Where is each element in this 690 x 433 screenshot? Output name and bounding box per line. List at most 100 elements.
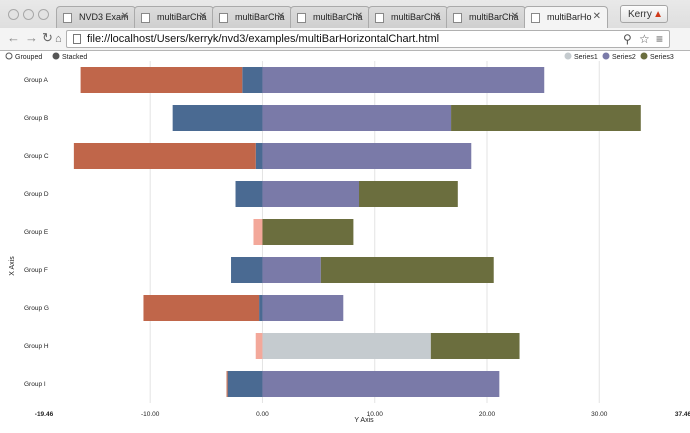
- bar-series3[interactable]: [80, 67, 243, 93]
- tab-4[interactable]: multiBarCha ✕: [290, 6, 370, 28]
- forward-icon[interactable]: →: [25, 30, 38, 45]
- close-icon[interactable]: ✕: [276, 11, 285, 22]
- tab-5[interactable]: multiBarCha ✕: [368, 6, 448, 28]
- stacked-toggle[interactable]: Stacked: [52, 52, 87, 61]
- bar-series1[interactable]: [259, 295, 263, 321]
- address-bar[interactable]: file://localhost/Users/kerryk/nvd3/examp…: [66, 30, 670, 48]
- tab-3[interactable]: multiBarCha ✕: [212, 6, 292, 28]
- value-tick-label: -10.00: [141, 411, 160, 418]
- bar-series1[interactable]: [227, 371, 263, 397]
- legend-label[interactable]: Series2: [612, 54, 636, 61]
- bar-series3[interactable]: [73, 143, 256, 169]
- page-content: Grouped Stacked Series1 Series2 Series3: [0, 51, 690, 428]
- bar-series3[interactable]: [320, 257, 494, 283]
- value-tick-label: 30.00: [591, 411, 608, 418]
- close-window-button[interactable]: [8, 9, 19, 20]
- close-icon[interactable]: ✕: [354, 11, 363, 22]
- bar-series1[interactable]: [172, 105, 263, 131]
- x-axis-label: X Axis: [9, 256, 16, 276]
- bar-series: [73, 67, 641, 397]
- bar-series2[interactable]: [262, 67, 545, 93]
- search-icon[interactable]: ⚲: [623, 32, 632, 46]
- menu-icon[interactable]: ≡: [656, 32, 664, 46]
- bar-series2[interactable]: [262, 105, 452, 131]
- profile-button[interactable]: Kerry ▲: [620, 5, 668, 23]
- bar-series2[interactable]: [262, 295, 344, 321]
- tab-2[interactable]: multiBarCha ✕: [134, 6, 214, 28]
- close-icon[interactable]: ✕: [120, 11, 129, 22]
- category-label: Group E: [24, 229, 49, 236]
- minimize-window-button[interactable]: [23, 9, 34, 20]
- legend-label[interactable]: Series3: [650, 54, 674, 61]
- bar-series1[interactable]: [262, 333, 431, 359]
- legend-item-series2[interactable]: Series2: [602, 52, 636, 61]
- legend-label[interactable]: Series1: [574, 54, 598, 61]
- home-icon[interactable]: ⌂: [55, 33, 62, 45]
- y-axis-label: Y Axis: [354, 417, 374, 424]
- bar-series2[interactable]: [262, 371, 500, 397]
- bar-series3[interactable]: [143, 295, 260, 321]
- chart-controls: Grouped Stacked: [5, 52, 87, 61]
- grouped-label[interactable]: Grouped: [15, 54, 42, 61]
- bar-series1[interactable]: [231, 257, 263, 283]
- bar-series3[interactable]: [359, 181, 458, 207]
- tab-label: multiBarCha: [469, 12, 519, 22]
- stacked-label[interactable]: Stacked: [62, 54, 87, 61]
- page-icon: [63, 13, 72, 23]
- category-label: Group I: [24, 381, 46, 388]
- close-icon[interactable]: ✕: [198, 11, 207, 22]
- toolbar: ← → ↻ ⌂ file://localhost/Users/kerryk/nv…: [0, 28, 690, 50]
- close-icon[interactable]: ✕: [432, 11, 441, 22]
- tab-6[interactable]: multiBarCha ✕: [446, 6, 526, 28]
- page-icon: [73, 34, 81, 44]
- bar-series2[interactable]: [253, 219, 263, 245]
- url-text[interactable]: file://localhost/Users/kerryk/nvd3/examp…: [87, 33, 440, 45]
- grouped-radio[interactable]: [5, 52, 13, 60]
- legend-swatch[interactable]: [602, 52, 610, 60]
- bar-series1[interactable]: [255, 143, 263, 169]
- bar-series2[interactable]: [255, 333, 263, 359]
- legend-swatch[interactable]: [564, 52, 572, 60]
- tab-1[interactable]: NVD3 Exam ✕: [56, 6, 136, 28]
- chart-legend: Series1 Series2 Series3: [564, 52, 674, 61]
- value-tick-label: 37.46: [675, 411, 690, 418]
- star-icon[interactable]: ☆: [639, 32, 650, 46]
- bar-series3[interactable]: [262, 219, 354, 245]
- category-label: Group D: [24, 191, 49, 198]
- page-icon: [375, 13, 384, 23]
- value-tick-label: 10.00: [367, 411, 384, 418]
- bar-series2[interactable]: [262, 181, 360, 207]
- page-icon: [531, 13, 540, 23]
- legend-item-series1[interactable]: Series1: [564, 52, 598, 61]
- bar-series2[interactable]: [262, 143, 472, 169]
- bar-series2[interactable]: [262, 257, 321, 283]
- page-icon: [219, 13, 228, 23]
- legend-swatch[interactable]: [640, 52, 648, 60]
- value-axis-ticks: -19.46 -10.00 0.00 10.00 20.00 30.00 37.46: [35, 411, 690, 418]
- bar-series1[interactable]: [235, 181, 263, 207]
- bar-series3[interactable]: [226, 371, 228, 397]
- zoom-window-button[interactable]: [38, 9, 49, 20]
- category-label: Group C: [24, 153, 49, 160]
- close-icon[interactable]: ✕: [510, 11, 519, 22]
- tab-label: multiBarCha: [391, 12, 441, 22]
- multibar-horizontal-chart: Grouped Stacked Series1 Series2 Series3: [5, 52, 690, 424]
- warning-icon: ▲: [653, 9, 663, 20]
- tab-7-active[interactable]: multiBarHo ✕: [524, 6, 608, 28]
- legend-item-series3[interactable]: Series3: [640, 52, 674, 61]
- tab-label: multiBarHo: [547, 12, 592, 22]
- browser-chrome: NVD3 Exam ✕ multiBarCha ✕ multiBarCha ✕ mul…: [0, 0, 690, 51]
- close-icon[interactable]: ✕: [592, 11, 601, 22]
- category-labels: Group A Group B Group C Group D Group E Group…: [24, 77, 49, 388]
- bar-series3[interactable]: [430, 333, 520, 359]
- tab-label: multiBarCha: [157, 12, 207, 22]
- reload-icon[interactable]: ↻: [42, 30, 53, 45]
- bar-series3[interactable]: [451, 105, 641, 131]
- stacked-radio[interactable]: [52, 52, 60, 60]
- category-label: Group H: [24, 343, 49, 350]
- grouped-toggle[interactable]: Grouped: [5, 52, 42, 61]
- bar-series1[interactable]: [242, 67, 263, 93]
- page-icon: [297, 13, 306, 23]
- category-label: Group B: [24, 115, 48, 122]
- back-icon[interactable]: ←: [7, 30, 20, 45]
